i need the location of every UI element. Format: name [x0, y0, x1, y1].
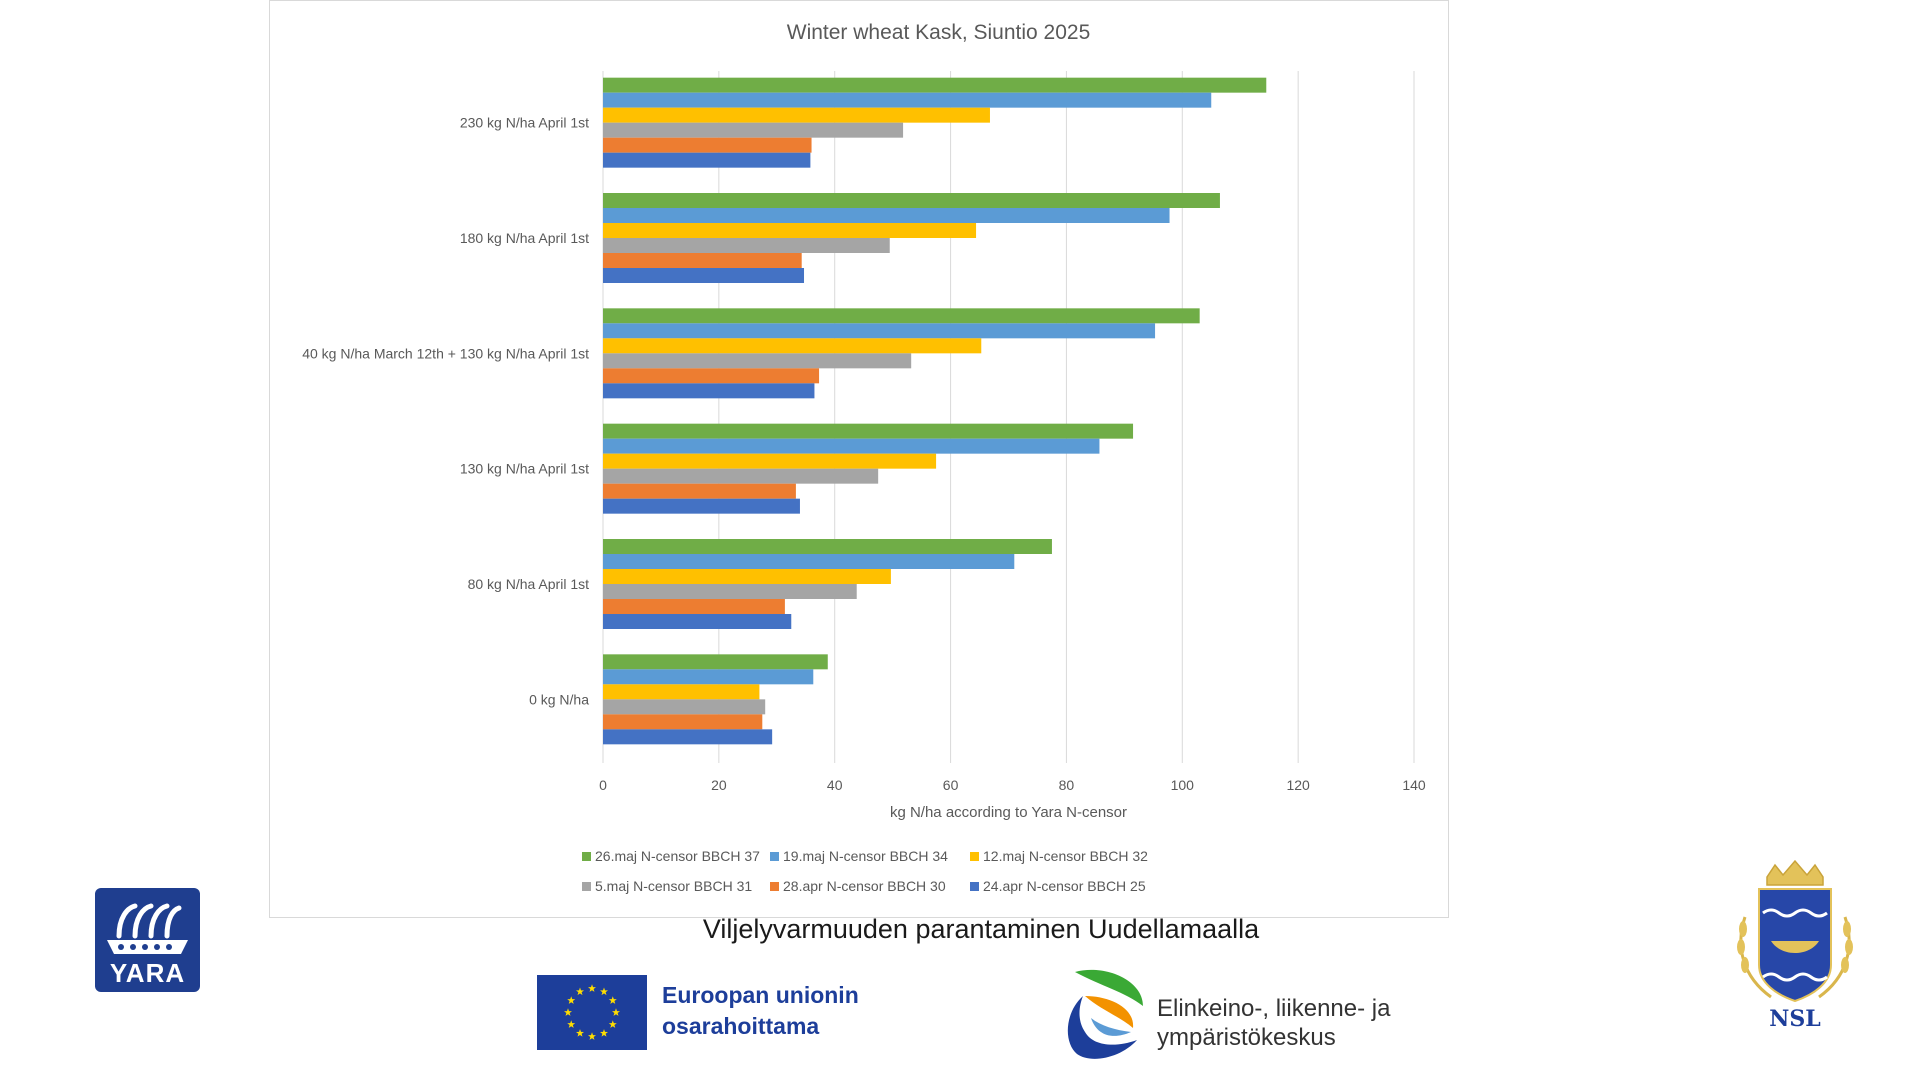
legend-swatch: [770, 882, 779, 891]
x-tick-label: 80: [1059, 777, 1075, 793]
bar: [603, 77, 1267, 93]
x-tick-label: 40: [827, 777, 843, 793]
eu-star-icon: [608, 996, 617, 1004]
bar: [603, 122, 904, 138]
bar: [603, 669, 814, 685]
category-label: 80 kg N/ha April 1st: [468, 576, 590, 592]
legend-label: 12.maj N-censor BBCH 32: [983, 848, 1148, 864]
ely-logo-icon: [1067, 969, 1143, 1059]
bar: [603, 353, 912, 369]
nsl-wordmark: NSL: [1769, 1006, 1821, 1032]
chart-area: Winter wheat Kask, Siuntio 2025 0 20 40 60 80…: [269, 0, 1449, 918]
bar: [603, 569, 891, 584]
x-tick-label: 0: [599, 777, 607, 793]
eu-star-icon: [567, 1020, 576, 1028]
bar: [603, 584, 857, 599]
legend-label: 26.maj N-censor BBCH 37: [595, 848, 760, 864]
category-label: 0 kg N/ha: [529, 691, 589, 707]
category-label: 180 kg N/ha April 1st: [460, 230, 589, 246]
eu-star-icon: [612, 1008, 620, 1016]
project-title-text: Viljelyvarmuuden parantaminen Uudellamaa…: [702, 914, 1260, 944]
eu-flag: [537, 975, 647, 1050]
bar: [603, 483, 796, 499]
bar: [603, 423, 1134, 439]
eu-star-icon: [588, 1032, 596, 1040]
nsl-crest-icon: [1737, 859, 1853, 1003]
category-label: 230 kg N/ha April 1st: [460, 115, 589, 131]
bar: [603, 193, 1220, 208]
bar: [603, 338, 982, 354]
bar: [603, 107, 990, 123]
bar: [603, 92, 1212, 108]
bar: [603, 614, 792, 629]
eu-star-icon: [608, 1020, 617, 1028]
x-tick-label: 140: [1402, 777, 1426, 793]
yara-logo: YARA: [95, 888, 200, 992]
yara-wordmark: YARA: [109, 958, 186, 988]
x-tick-label: 20: [711, 777, 727, 793]
bar: [603, 438, 1100, 454]
eu-stars-icon: [564, 984, 620, 1040]
bar: [603, 729, 773, 745]
bar: [603, 498, 800, 514]
bar: [603, 223, 977, 238]
eu-text-line1: Euroopan unionin: [662, 982, 859, 1008]
bar: [603, 383, 815, 399]
eu-star-icon: [600, 1029, 608, 1037]
eu-funding-text: Euroopan unionin osarahoittama: [662, 980, 859, 1042]
bar: [603, 539, 1052, 554]
eu-star-icon: [576, 1029, 584, 1037]
bar: [603, 699, 766, 715]
ely-centre-text: Elinkeino-, liikenne- ja ympäristökeskus: [1157, 994, 1390, 1052]
bar: [603, 654, 828, 670]
eu-star-icon: [576, 987, 584, 996]
bar: [603, 323, 1156, 339]
legend-swatch: [582, 882, 591, 891]
eu-star-icon: [567, 996, 576, 1004]
bar: [603, 137, 812, 153]
eu-text-line2: osarahoittama: [662, 1013, 820, 1039]
legend-label: 5.maj N-censor BBCH 31: [595, 878, 752, 894]
x-tick-label: 60: [943, 777, 959, 793]
ely-text-line2: ympäristökeskus: [1157, 1024, 1336, 1051]
bar: [603, 253, 802, 268]
ely-text-line1: Elinkeino-, liikenne- ja: [1157, 995, 1391, 1022]
legend-swatch: [770, 852, 779, 861]
bar: [603, 714, 763, 730]
category-label: 130 kg N/ha April 1st: [460, 461, 589, 477]
x-axis-title: kg N/ha according to Yara N-censor: [890, 804, 1127, 821]
bar-chart: Winter wheat Kask, Siuntio 2025 0 20 40 60 80…: [302, 21, 1426, 894]
legend-swatch: [970, 852, 979, 861]
legend-swatch: [582, 852, 591, 861]
bar: [603, 238, 890, 253]
bar: [603, 453, 937, 469]
legend-swatch: [970, 882, 979, 891]
viking-ship-icon: [107, 903, 188, 954]
bar: [603, 208, 1170, 223]
project-title: Viljelyvarmuuden parantaminen Uudellamaa…: [0, 914, 1920, 945]
legend-label: 24.apr N-censor BBCH 25: [983, 878, 1146, 894]
bar: [603, 468, 879, 484]
eu-star-icon: [588, 984, 596, 992]
eu-star-icon: [600, 987, 608, 996]
x-tick-label: 100: [1171, 777, 1195, 793]
bar: [603, 308, 1200, 324]
bar: [603, 152, 811, 168]
bar: [603, 368, 820, 384]
chart-title: Winter wheat Kask, Siuntio 2025: [787, 21, 1091, 44]
bar: [603, 268, 805, 283]
bar: [603, 599, 785, 614]
category-label: 40 kg N/ha March 12th + 130 kg N/ha Apri…: [302, 345, 589, 361]
legend-label: 28.apr N-censor BBCH 30: [783, 878, 946, 894]
legend-label: 19.maj N-censor BBCH 34: [783, 848, 948, 864]
bar: [603, 554, 1015, 569]
bar: [603, 684, 760, 700]
eu-star-icon: [564, 1008, 572, 1016]
x-tick-label: 120: [1286, 777, 1310, 793]
